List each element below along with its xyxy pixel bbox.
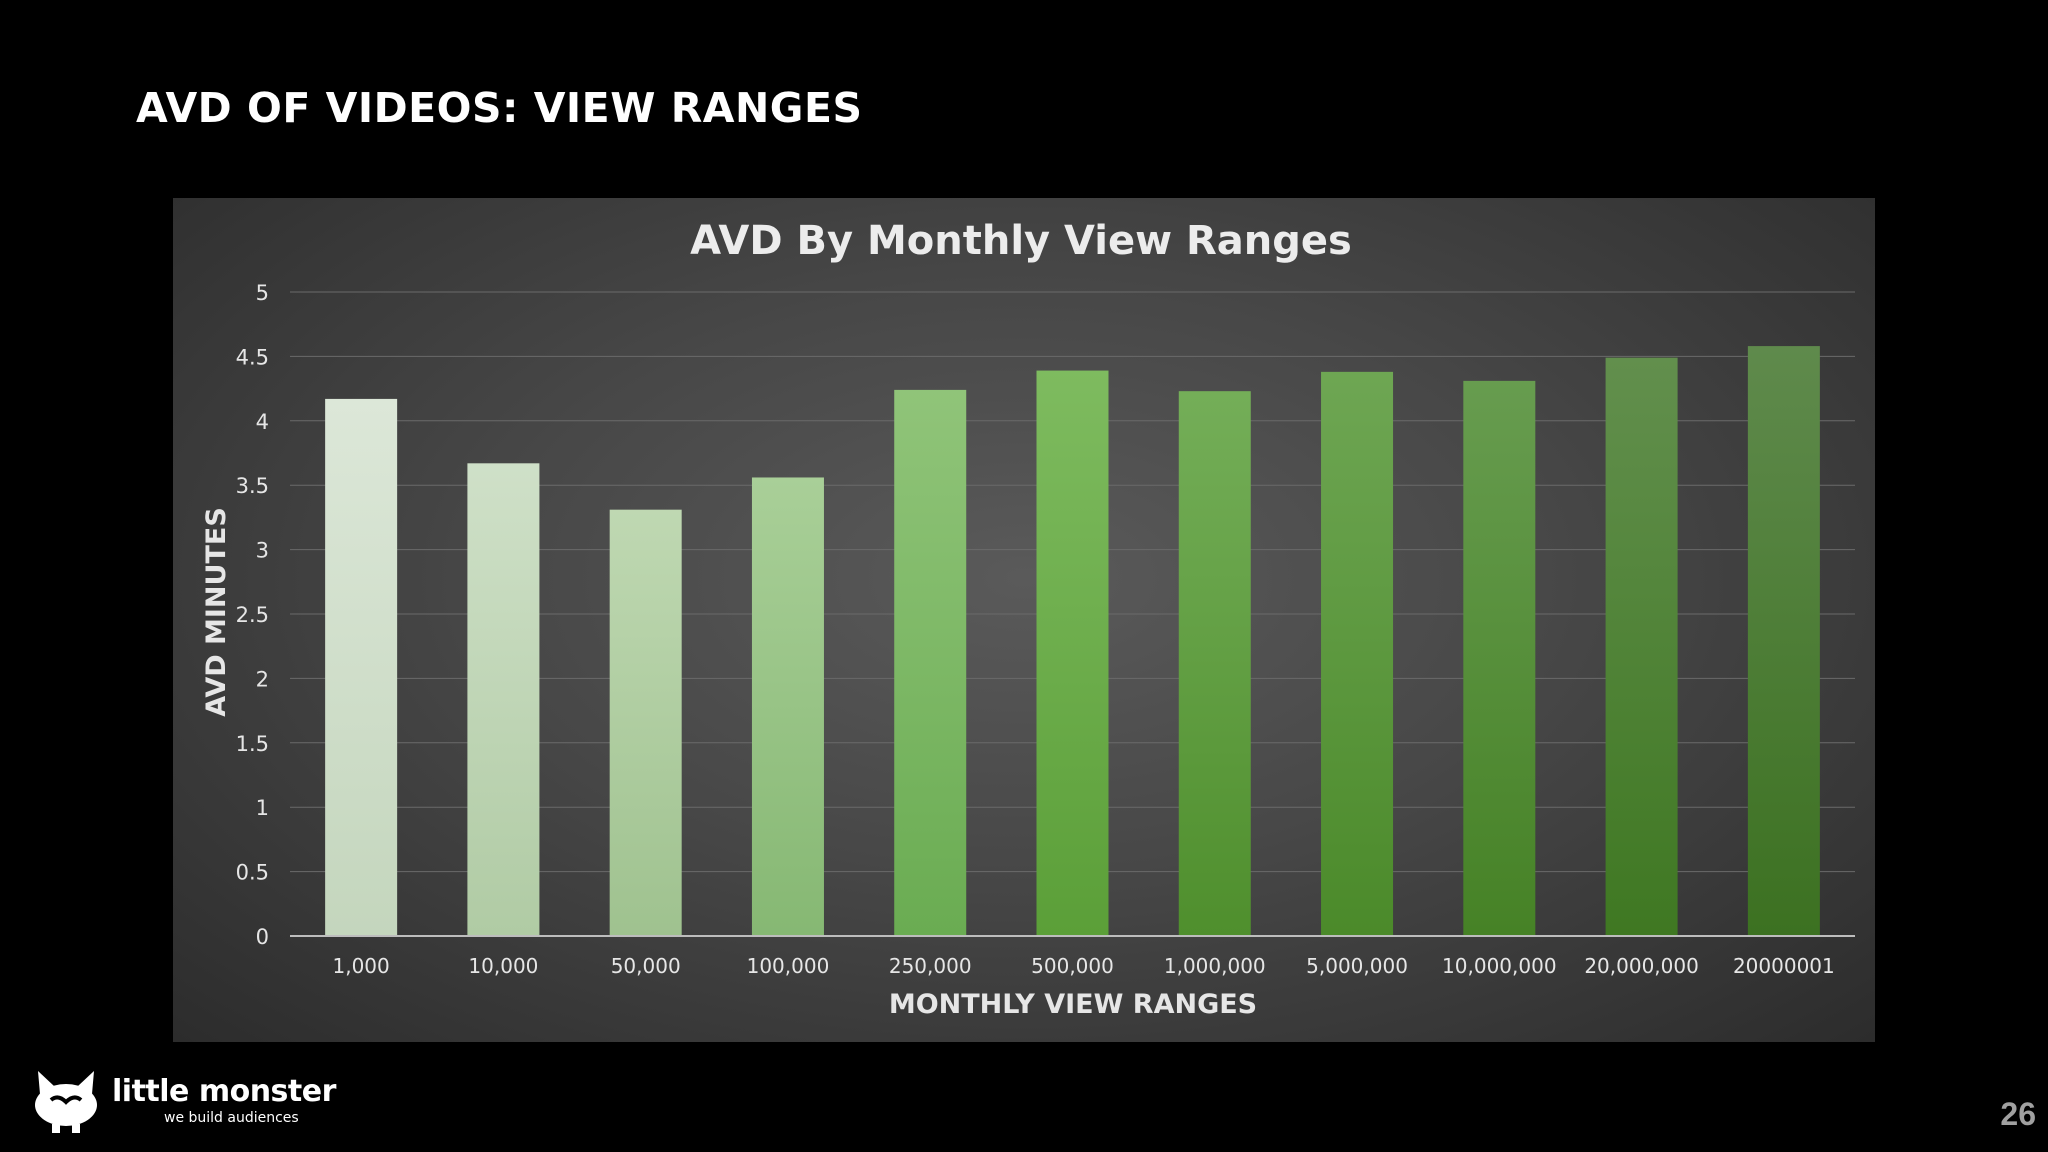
- x-tick-label: 100,000: [747, 954, 830, 978]
- y-tick-label: 0: [256, 925, 269, 949]
- logo-name: little monster: [112, 1074, 336, 1109]
- y-tick-label: 1: [256, 796, 269, 820]
- y-tick-label: 2: [256, 667, 269, 691]
- x-tick-label: 20000001: [1733, 954, 1835, 978]
- page-number: 26: [2000, 1096, 2036, 1132]
- y-tick-label: 4: [256, 410, 269, 434]
- y-tick-label: 5: [256, 281, 269, 305]
- y-tick-label: 1.5: [236, 732, 269, 756]
- x-tick-label: 20,000,000: [1584, 954, 1699, 978]
- chart-panel: 0 0.5 1 1.5 2 2.5 3 3.5 4 4.5 5 1,000 10,000 50,000 1…: [173, 198, 1875, 1042]
- x-tick-label: 500,000: [1031, 954, 1114, 978]
- y-tick-label: 2.5: [236, 603, 269, 627]
- logo-tagline: we build audiences: [164, 1110, 299, 1126]
- x-tick-label: 10,000: [468, 954, 538, 978]
- bar-1000: [325, 398, 398, 936]
- bar-chart: 00.511.522.533.544.55 1,000 10,000 50,000 1…: [201, 218, 1855, 1020]
- bar-250000: [894, 389, 967, 936]
- x-tick-label: 5,000,000: [1306, 954, 1408, 978]
- x-tick-labels: 1,000 10,000 50,000 100,000 250,000 500,000 1,…: [333, 954, 1835, 978]
- bar-50000: [609, 509, 682, 936]
- little-monster-logo: [35, 1071, 97, 1133]
- y-tick-labels: 0 0.5 1 1.5 2 2.5 3 3.5 4 4.5 5: [236, 281, 269, 949]
- bar-1000000: [1178, 391, 1251, 936]
- x-tick-label: 1,000: [333, 954, 390, 978]
- x-tick-label: 1,000,000: [1164, 954, 1266, 978]
- x-tick-label: 50,000: [611, 954, 681, 978]
- bar-100000: [751, 477, 824, 936]
- bar-10000: [467, 463, 540, 936]
- x-tick-label: 250,000: [889, 954, 972, 978]
- bar-20000000: [1605, 357, 1678, 936]
- bar-5000000: [1321, 371, 1394, 936]
- bar-500000: [1036, 370, 1109, 936]
- y-tick-label: 0.5: [236, 861, 269, 885]
- y-tick-label: 3.5: [236, 474, 269, 498]
- bar-10000000: [1463, 380, 1536, 936]
- x-tick-label: 10,000,000: [1442, 954, 1557, 978]
- x-axis-title: MONTHLY VIEW RANGES: [889, 989, 1257, 1020]
- slide-title: AVD OF VIDEOS: VIEW RANGES: [136, 84, 863, 132]
- y-axis-title: AVD MINUTES: [201, 507, 232, 717]
- y-tick-label: 4.5: [236, 345, 269, 369]
- bar-20000001: [1747, 346, 1820, 936]
- bars: [325, 346, 1820, 936]
- chart-title: AVD By Monthly View Ranges: [690, 218, 1352, 264]
- y-tick-label: 3: [256, 539, 269, 563]
- monster-icon: [35, 1071, 97, 1133]
